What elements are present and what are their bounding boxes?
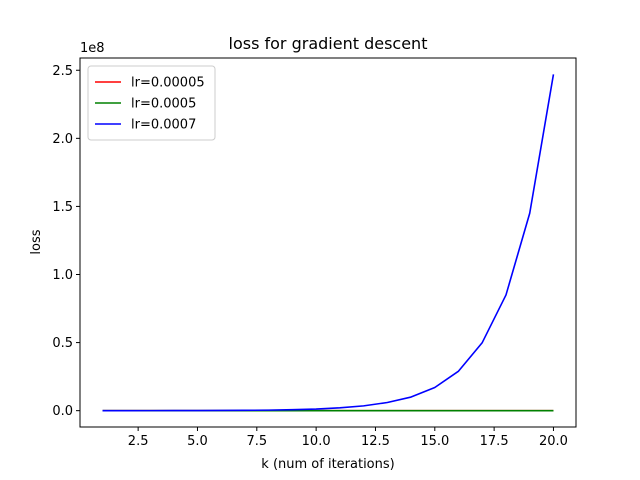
y-axis-label: loss: [29, 229, 44, 254]
x-tick-label: 2.5: [128, 434, 149, 449]
x-tick-label: 7.5: [246, 434, 267, 449]
series-line-3: [102, 74, 555, 412]
x-tick-label: 17.5: [480, 434, 509, 449]
legend: lr=0.00005 lr=0.0005 lr=0.0007: [87, 65, 216, 141]
y-tick-label: 0.5: [52, 336, 73, 351]
x-tick-label: 12.5: [361, 434, 390, 449]
x-axis: 2.5 5.0 7.5 10.0 12.5 15.0 17.5 20.0: [128, 427, 568, 449]
x-tick-label: 15.0: [420, 434, 449, 449]
y-tick-label: 1.5: [52, 200, 73, 215]
x-axis-label: k (num of iterations): [261, 457, 394, 472]
chart-title: loss for gradient descent: [229, 34, 428, 53]
x-tick-label: 10.0: [302, 434, 331, 449]
y-tick-label: 2.5: [52, 64, 73, 79]
y-offset-label: 1e8: [80, 41, 105, 56]
y-tick-label: 2.0: [52, 132, 73, 147]
y-axis: 0.0 0.5 1.0 1.5 2.0 2.5: [52, 64, 80, 419]
legend-label: lr=0.0007: [131, 118, 196, 133]
legend-frame: [87, 65, 216, 141]
y-tick-label: 1.0: [52, 268, 73, 283]
series-layer: [102, 74, 555, 412]
x-tick-label: 20.0: [539, 434, 568, 449]
y-tick-label: 0.0: [52, 404, 73, 419]
legend-label: lr=0.00005: [131, 76, 205, 91]
plot-frame: [79, 57, 577, 428]
x-tick-label: 5.0: [187, 434, 208, 449]
legend-label: lr=0.0005: [131, 97, 196, 112]
